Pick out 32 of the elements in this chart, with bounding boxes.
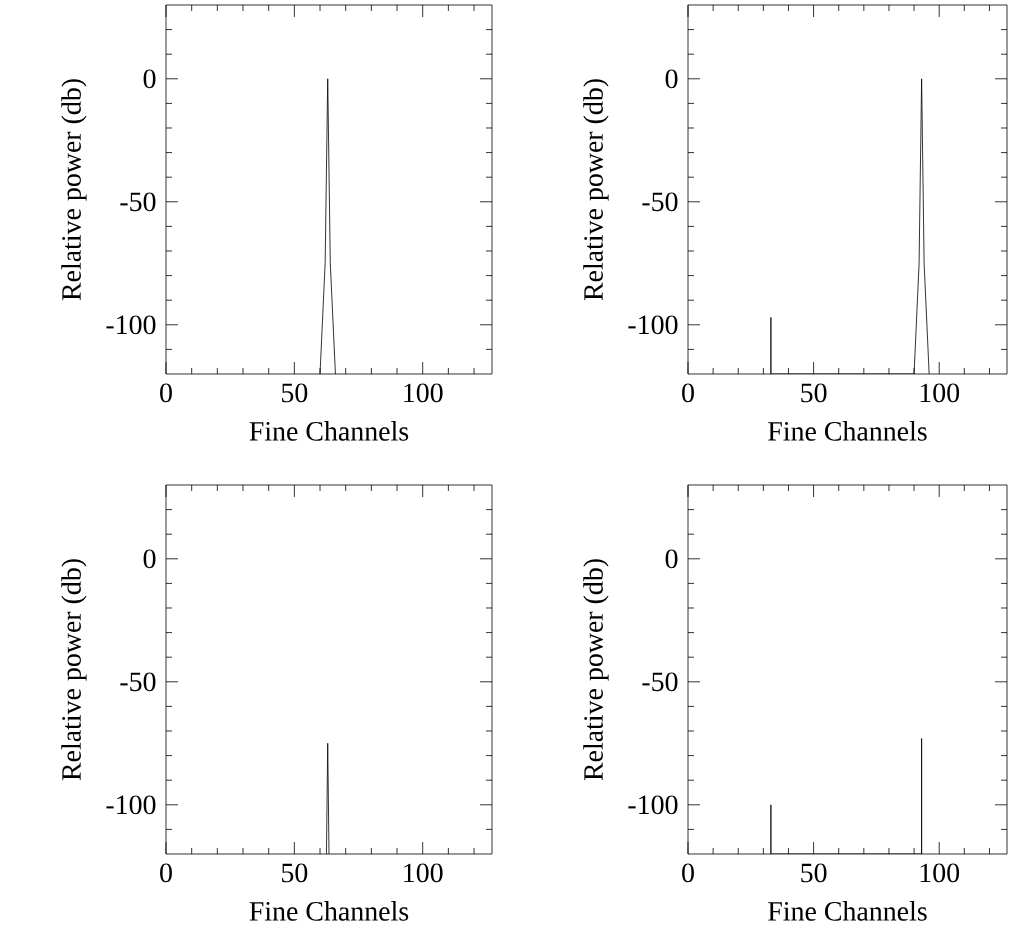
x-tick-label: 100 — [404, 863, 443, 883]
y-tick-label: -100 — [628, 795, 678, 815]
y-tick-label: 0 — [143, 69, 156, 89]
x-tick-label: 0 — [160, 383, 172, 403]
y-axis-title: Relative power (db) — [583, 79, 609, 301]
y-tick-label: -100 — [628, 315, 678, 335]
y-axis-title: Relative power (db) — [61, 559, 87, 781]
y-tick-label: -100 — [106, 315, 156, 335]
x-tick-label: 100 — [404, 383, 443, 403]
y-tick-label: -50 — [642, 192, 678, 212]
y-axis-title: Relative power (db) — [583, 559, 609, 781]
y-tick-label: 0 — [665, 69, 678, 89]
x-tick-label: 100 — [920, 383, 960, 403]
x-tick-label: 50 — [282, 863, 308, 883]
y-axis-title: Relative power (db) — [61, 79, 87, 301]
y-tick-label: -100 — [106, 795, 156, 815]
y-tick-label: 0 — [143, 549, 156, 569]
x-axis-title: Fine Channels — [249, 421, 409, 441]
x-axis-title: Fine Channels — [249, 901, 409, 921]
x-tick-label: 50 — [801, 863, 827, 883]
x-tick-label: 0 — [682, 383, 694, 403]
x-axis-title: Fine Channels — [768, 421, 927, 441]
x-axis-title: Fine Channels — [768, 901, 927, 921]
x-tick-label: 100 — [920, 863, 960, 883]
y-tick-label: -50 — [120, 192, 156, 212]
y-tick-label: -50 — [642, 672, 678, 692]
y-tick-label: -50 — [120, 672, 156, 692]
x-tick-label: 50 — [801, 383, 827, 403]
y-tick-label: 0 — [665, 549, 678, 569]
x-tick-label: 0 — [160, 863, 172, 883]
x-tick-label: 0 — [682, 863, 694, 883]
x-tick-label: 50 — [282, 383, 308, 403]
